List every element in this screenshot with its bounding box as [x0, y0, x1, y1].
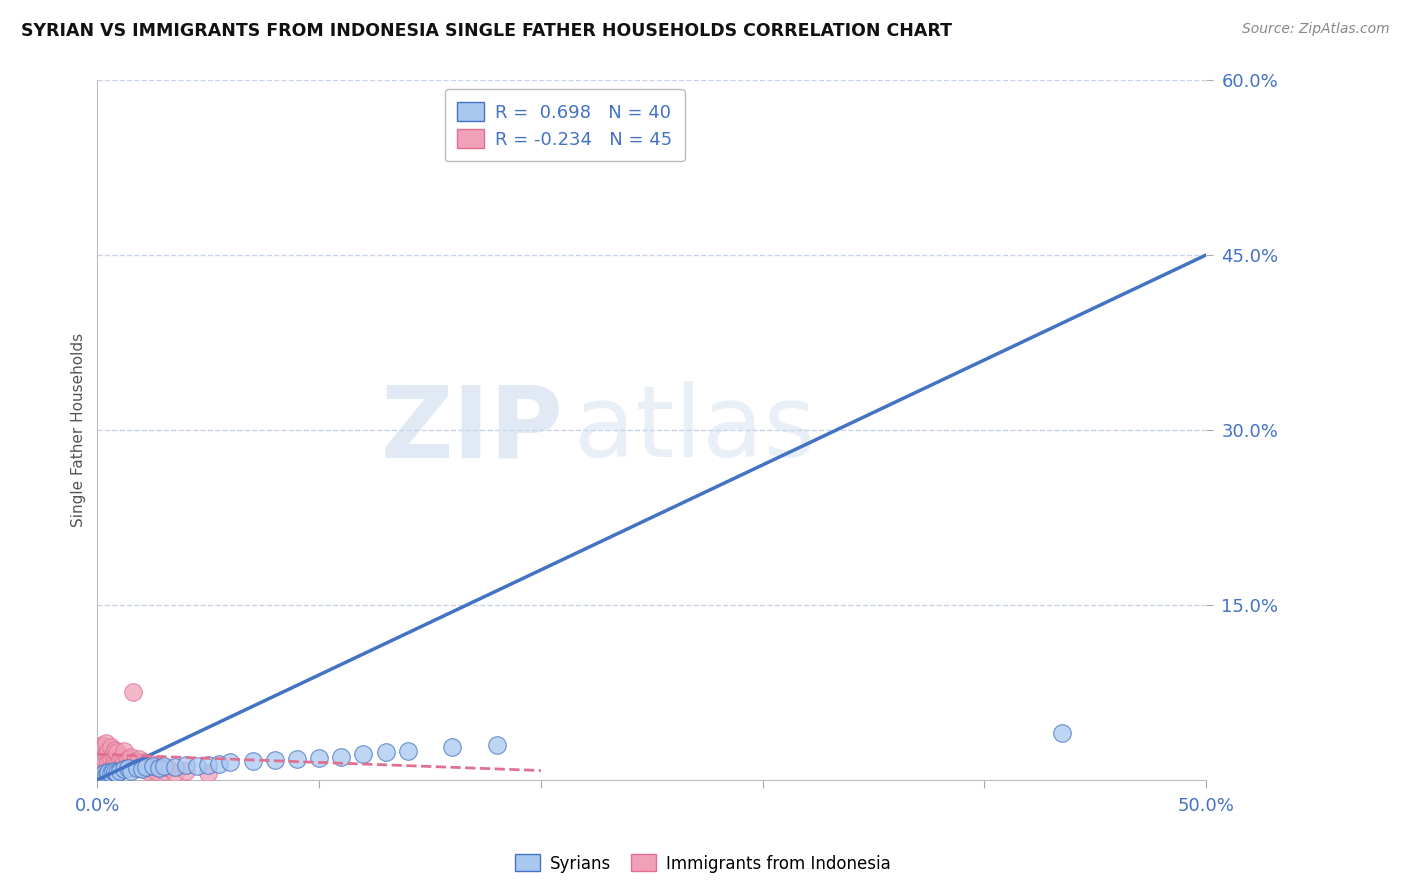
- Point: [186, 759, 208, 773]
- Point: [117, 752, 139, 766]
- Y-axis label: Single Father Households: Single Father Households: [72, 333, 86, 527]
- Point: [93, 752, 115, 766]
- Point: [1050, 726, 1073, 740]
- Point: [90, 769, 112, 783]
- Point: [115, 759, 138, 773]
- Point: [131, 761, 153, 775]
- Text: Source: ZipAtlas.com: Source: ZipAtlas.com: [1241, 22, 1389, 37]
- Point: [104, 764, 127, 779]
- Point: [135, 760, 157, 774]
- Point: [263, 753, 285, 767]
- Point: [111, 749, 134, 764]
- Point: [138, 764, 160, 778]
- Point: [153, 764, 176, 778]
- Point: [89, 761, 111, 775]
- Point: [93, 765, 115, 780]
- Point: [105, 765, 128, 780]
- Point: [308, 750, 330, 764]
- Point: [174, 764, 197, 778]
- Point: [90, 744, 112, 758]
- Point: [148, 761, 170, 775]
- Point: [208, 756, 231, 771]
- Point: [353, 747, 375, 762]
- Point: [148, 759, 170, 773]
- Point: [219, 756, 242, 770]
- Point: [120, 761, 142, 775]
- Point: [330, 749, 353, 764]
- Point: [90, 756, 112, 770]
- Point: [100, 740, 122, 755]
- Point: [142, 761, 165, 775]
- Point: [441, 740, 464, 755]
- Point: [163, 760, 186, 774]
- Point: [374, 745, 396, 759]
- Point: [112, 763, 135, 777]
- Point: [96, 747, 118, 762]
- Point: [108, 761, 131, 775]
- Point: [197, 765, 219, 780]
- Legend: R =  0.698   N = 40, R = -0.234   N = 45: R = 0.698 N = 40, R = -0.234 N = 45: [444, 89, 685, 161]
- Point: [157, 761, 180, 775]
- Point: [97, 764, 120, 779]
- Point: [120, 749, 142, 764]
- Point: [127, 761, 149, 775]
- Point: [108, 752, 131, 766]
- Point: [142, 759, 165, 773]
- Point: [120, 764, 142, 778]
- Point: [153, 759, 176, 773]
- Text: atlas: atlas: [574, 382, 815, 478]
- Point: [101, 759, 124, 773]
- Point: [97, 756, 120, 770]
- Point: [163, 765, 186, 780]
- Point: [100, 765, 122, 780]
- Point: [242, 754, 264, 768]
- Point: [285, 752, 308, 766]
- Point: [104, 742, 127, 756]
- Point: [135, 759, 157, 773]
- Point: [101, 764, 124, 778]
- Text: ZIP: ZIP: [380, 382, 562, 478]
- Point: [127, 759, 149, 773]
- Point: [121, 756, 143, 771]
- Point: [108, 764, 131, 778]
- Point: [90, 738, 112, 752]
- Point: [124, 754, 146, 768]
- Point: [89, 749, 111, 764]
- Point: [97, 744, 120, 758]
- Point: [197, 757, 219, 772]
- Point: [128, 752, 150, 766]
- Point: [101, 747, 124, 762]
- Text: SYRIAN VS IMMIGRANTS FROM INDONESIA SINGLE FATHER HOUSEHOLDS CORRELATION CHART: SYRIAN VS IMMIGRANTS FROM INDONESIA SING…: [21, 22, 952, 40]
- Point: [97, 767, 120, 781]
- Point: [143, 764, 166, 778]
- Point: [93, 740, 115, 755]
- Point: [174, 757, 197, 772]
- Point: [105, 745, 128, 759]
- Point: [139, 756, 162, 771]
- Point: [117, 761, 139, 775]
- Point: [132, 756, 155, 770]
- Point: [112, 744, 135, 758]
- Point: [1295, 161, 1317, 175]
- Point: [90, 768, 112, 782]
- Point: [100, 752, 122, 766]
- Point: [89, 771, 111, 785]
- Point: [93, 767, 115, 781]
- Point: [112, 756, 135, 770]
- Legend: Syrians, Immigrants from Indonesia: Syrians, Immigrants from Indonesia: [509, 847, 897, 880]
- Point: [396, 744, 419, 758]
- Point: [131, 763, 153, 777]
- Point: [96, 768, 118, 782]
- Point: [104, 754, 127, 768]
- Point: [121, 685, 143, 699]
- Point: [105, 756, 128, 771]
- Point: [96, 735, 118, 749]
- Point: [485, 738, 508, 752]
